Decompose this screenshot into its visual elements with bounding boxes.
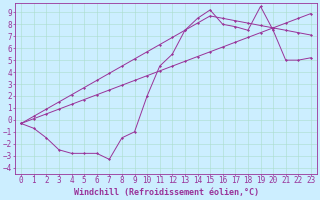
- X-axis label: Windchill (Refroidissement éolien,°C): Windchill (Refroidissement éolien,°C): [74, 188, 259, 197]
